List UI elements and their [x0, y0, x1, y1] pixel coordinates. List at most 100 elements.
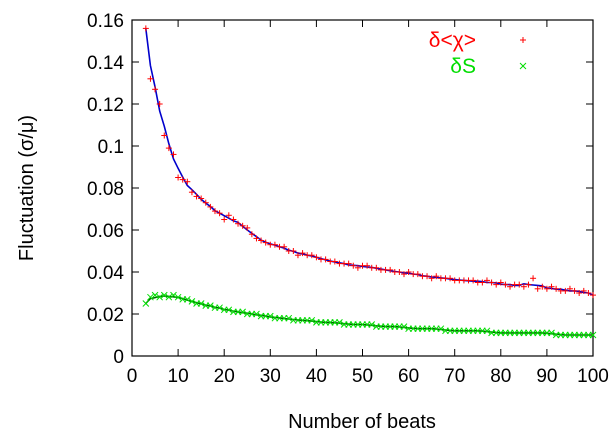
- x-tick-label: 0: [127, 366, 138, 387]
- delta-s-point: [266, 312, 274, 320]
- delta-chi-point: [179, 176, 186, 183]
- y-tick-label: 0.04: [87, 263, 124, 284]
- delta-chi-point: [262, 239, 269, 246]
- delta-chi-point: [396, 269, 403, 275]
- delta-chi-point: [142, 25, 149, 32]
- delta-chi-point: [566, 285, 573, 292]
- delta-s-point: [170, 291, 177, 299]
- delta-chi-point: [244, 224, 251, 231]
- delta-chi-point: [281, 243, 288, 250]
- fit-curves: [145, 28, 594, 336]
- delta-chi-point: [211, 208, 218, 215]
- delta-chi-point: [400, 271, 407, 278]
- delta-chi-point: [539, 283, 546, 290]
- delta-s-point: [207, 302, 214, 309]
- delta-s-point: [548, 329, 555, 337]
- delta-chi-point: [165, 145, 172, 152]
- delta-s-point: [437, 325, 445, 333]
- delta-chi-point: [161, 132, 168, 139]
- x-axis-title: Number of beats: [288, 411, 436, 433]
- delta-chi-point: [433, 273, 440, 280]
- delta-s-point: [151, 291, 159, 299]
- delta-s-point: [253, 310, 260, 318]
- delta-s-point: [216, 304, 223, 312]
- y-tick-label: 0: [113, 347, 124, 368]
- delta-chi-point: [447, 275, 454, 282]
- legend-sample-delta-chi: [520, 37, 526, 43]
- delta-chi-point: [239, 222, 246, 229]
- x-tick-label: 40: [306, 366, 327, 387]
- delta-chi-point: [331, 258, 338, 265]
- delta-s-point: [483, 327, 491, 335]
- delta-chi-point: [152, 86, 159, 93]
- delta-s-point: [147, 293, 154, 301]
- delta-chi-point: [350, 262, 357, 269]
- delta-s-point: [197, 300, 205, 307]
- axis-ticks: 0 10 20 30 40 50 60 70 80 90 100 0 0.02 0.04 0.06 0.08 0…: [87, 11, 609, 387]
- delta-chi-point: [299, 250, 306, 257]
- y-tick-label: 0.02: [87, 305, 124, 326]
- y-tick-label: 0.16: [87, 11, 124, 32]
- delta-chi-point: [548, 283, 555, 290]
- plot-frame: [131, 19, 594, 357]
- delta-s-point: [183, 295, 191, 303]
- delta-chi-point: [507, 283, 514, 290]
- delta-chi-point: [290, 248, 297, 254]
- delta-chi-point: [198, 195, 205, 202]
- legend: δ<χ> δS: [429, 29, 527, 78]
- delta-chi-point: [387, 266, 394, 273]
- delta-chi-point: [258, 237, 265, 244]
- delta-chi-point: [534, 285, 541, 292]
- delta-chi-point: [294, 252, 301, 259]
- delta-chi-point: [493, 281, 500, 288]
- delta-chi-point: [562, 287, 569, 294]
- delta-chi-point: [428, 275, 435, 282]
- delta-chi-point: [235, 220, 242, 227]
- delta-s-point: [239, 308, 246, 316]
- delta-chi-point: [345, 260, 352, 267]
- x-tick-label: 10: [168, 366, 189, 387]
- x-tick-label: 90: [536, 366, 557, 387]
- x-tick-label: 50: [352, 366, 373, 387]
- delta-chi-point: [248, 231, 255, 238]
- x-tick-label: 100: [577, 366, 609, 387]
- delta-chi-point: [405, 269, 412, 275]
- plot-area: [131, 19, 594, 357]
- delta-chi-point: [188, 189, 195, 196]
- delta-chi-point: [193, 193, 200, 200]
- delta-chi-point: [202, 199, 209, 206]
- delta-chi-point: [225, 212, 232, 219]
- delta-chi-point: [580, 287, 587, 294]
- delta-s-point: [400, 323, 408, 330]
- delta-s-point: [225, 306, 233, 314]
- delta-s-point: [142, 300, 150, 307]
- legend-label-delta-s: δS: [450, 55, 476, 78]
- x-tick-label: 70: [444, 366, 465, 387]
- delta-chi-point: [313, 254, 320, 261]
- delta-chi-point: [216, 210, 223, 217]
- delta-s-point: [285, 314, 293, 322]
- delta-chi-point: [585, 290, 592, 296]
- delta-chi-point: [470, 277, 477, 284]
- y-tick-label: 0.08: [87, 179, 124, 200]
- x-tick-label: 80: [490, 366, 511, 387]
- delta-s-point: [165, 293, 173, 301]
- delta-chi-point: [373, 264, 380, 271]
- delta-chi-point: [230, 216, 237, 223]
- delta-chi-point: [488, 279, 495, 286]
- delta-s-point: [308, 316, 316, 324]
- y-tick-label: 0.1: [98, 137, 124, 158]
- delta-chi-point: [221, 216, 228, 223]
- delta-chi-point: [497, 279, 504, 286]
- legend-sample-delta-s: [519, 62, 527, 70]
- x-tick-label: 30: [260, 366, 281, 387]
- x-tick-label: 20: [214, 366, 235, 387]
- y-tick-label: 0.12: [87, 95, 124, 116]
- delta-chi-point: [322, 256, 329, 263]
- data-points: [142, 25, 597, 339]
- delta-s-point: [336, 319, 343, 326]
- delta-chi-point: [483, 277, 490, 284]
- delta-chi-point: [502, 281, 509, 288]
- delta-chi-point: [414, 271, 421, 278]
